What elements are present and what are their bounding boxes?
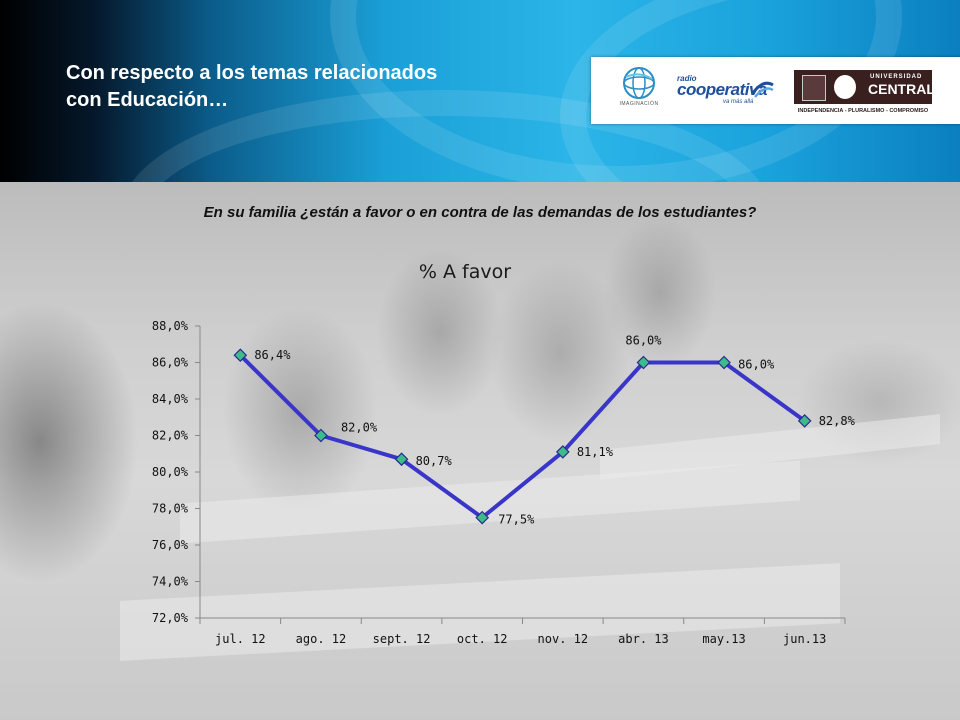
survey-question: En su familia ¿están a favor o en contra… bbox=[203, 204, 757, 221]
x-tick-label: may.13 bbox=[702, 632, 745, 646]
data-point-marker bbox=[717, 355, 731, 370]
series-line bbox=[238, 353, 806, 520]
y-tick-label: 84,0% bbox=[152, 392, 189, 406]
data-label: 77,5% bbox=[498, 513, 535, 527]
data-label: 86,0% bbox=[738, 358, 775, 372]
data-point-marker bbox=[394, 452, 409, 467]
y-tick-label: 88,0% bbox=[152, 319, 189, 333]
data-label: 86,0% bbox=[625, 334, 662, 348]
x-tick-label: jul. 12 bbox=[215, 632, 266, 646]
data-label: 81,1% bbox=[577, 445, 614, 459]
data-label: 86,4% bbox=[254, 348, 291, 362]
y-tick-label: 80,0% bbox=[152, 465, 189, 479]
universidad-central-logo: UNIVERSIDAD CENTRAL INDEPENDENCIA - PLUR… bbox=[794, 70, 935, 118]
header-banner: Con respecto a los temas relacionados co… bbox=[0, 0, 960, 182]
slide-headline: Con respecto a los temas relacionados co… bbox=[66, 60, 546, 114]
data-label: 82,0% bbox=[341, 421, 378, 435]
sponsor-logos: IMAGINACIÓN radio cooperativa va más all… bbox=[591, 57, 960, 124]
cooperativa-logo: radio cooperativa va más allá bbox=[677, 71, 777, 111]
data-point-marker bbox=[636, 355, 651, 370]
chart-title: % A favor bbox=[419, 261, 511, 283]
headline-line-1: Con respecto a los temas relacionados bbox=[66, 62, 438, 84]
x-tick-label: ago. 12 bbox=[296, 632, 347, 646]
x-tick-label: jun.13 bbox=[783, 632, 826, 646]
y-tick-label: 74,0% bbox=[152, 575, 189, 589]
data-point-marker bbox=[314, 428, 328, 443]
imaginacion-logo-text: IMAGINACIÓN bbox=[619, 101, 659, 107]
x-tick-label: nov. 12 bbox=[538, 632, 589, 646]
data-label: 82,8% bbox=[819, 414, 856, 428]
data-point-marker bbox=[233, 348, 248, 363]
imaginacion-logo bbox=[609, 63, 669, 119]
x-tick-label: abr. 13 bbox=[618, 632, 669, 646]
classroom-background-photo bbox=[0, 182, 960, 720]
data-point-marker bbox=[475, 510, 490, 525]
y-tick-label: 72,0% bbox=[152, 611, 189, 625]
data-point-marker bbox=[555, 445, 570, 459]
data-point-marker bbox=[797, 414, 812, 428]
x-tick-label: sept. 12 bbox=[373, 632, 431, 646]
y-tick-label: 76,0% bbox=[152, 538, 189, 552]
x-tick-label: oct. 12 bbox=[457, 632, 508, 646]
y-tick-label: 82,0% bbox=[152, 429, 189, 443]
data-label: 80,7% bbox=[416, 454, 453, 468]
y-tick-label: 78,0% bbox=[152, 502, 189, 516]
headline-line-2: con Educación… bbox=[66, 89, 229, 111]
y-tick-label: 86,0% bbox=[152, 356, 189, 370]
